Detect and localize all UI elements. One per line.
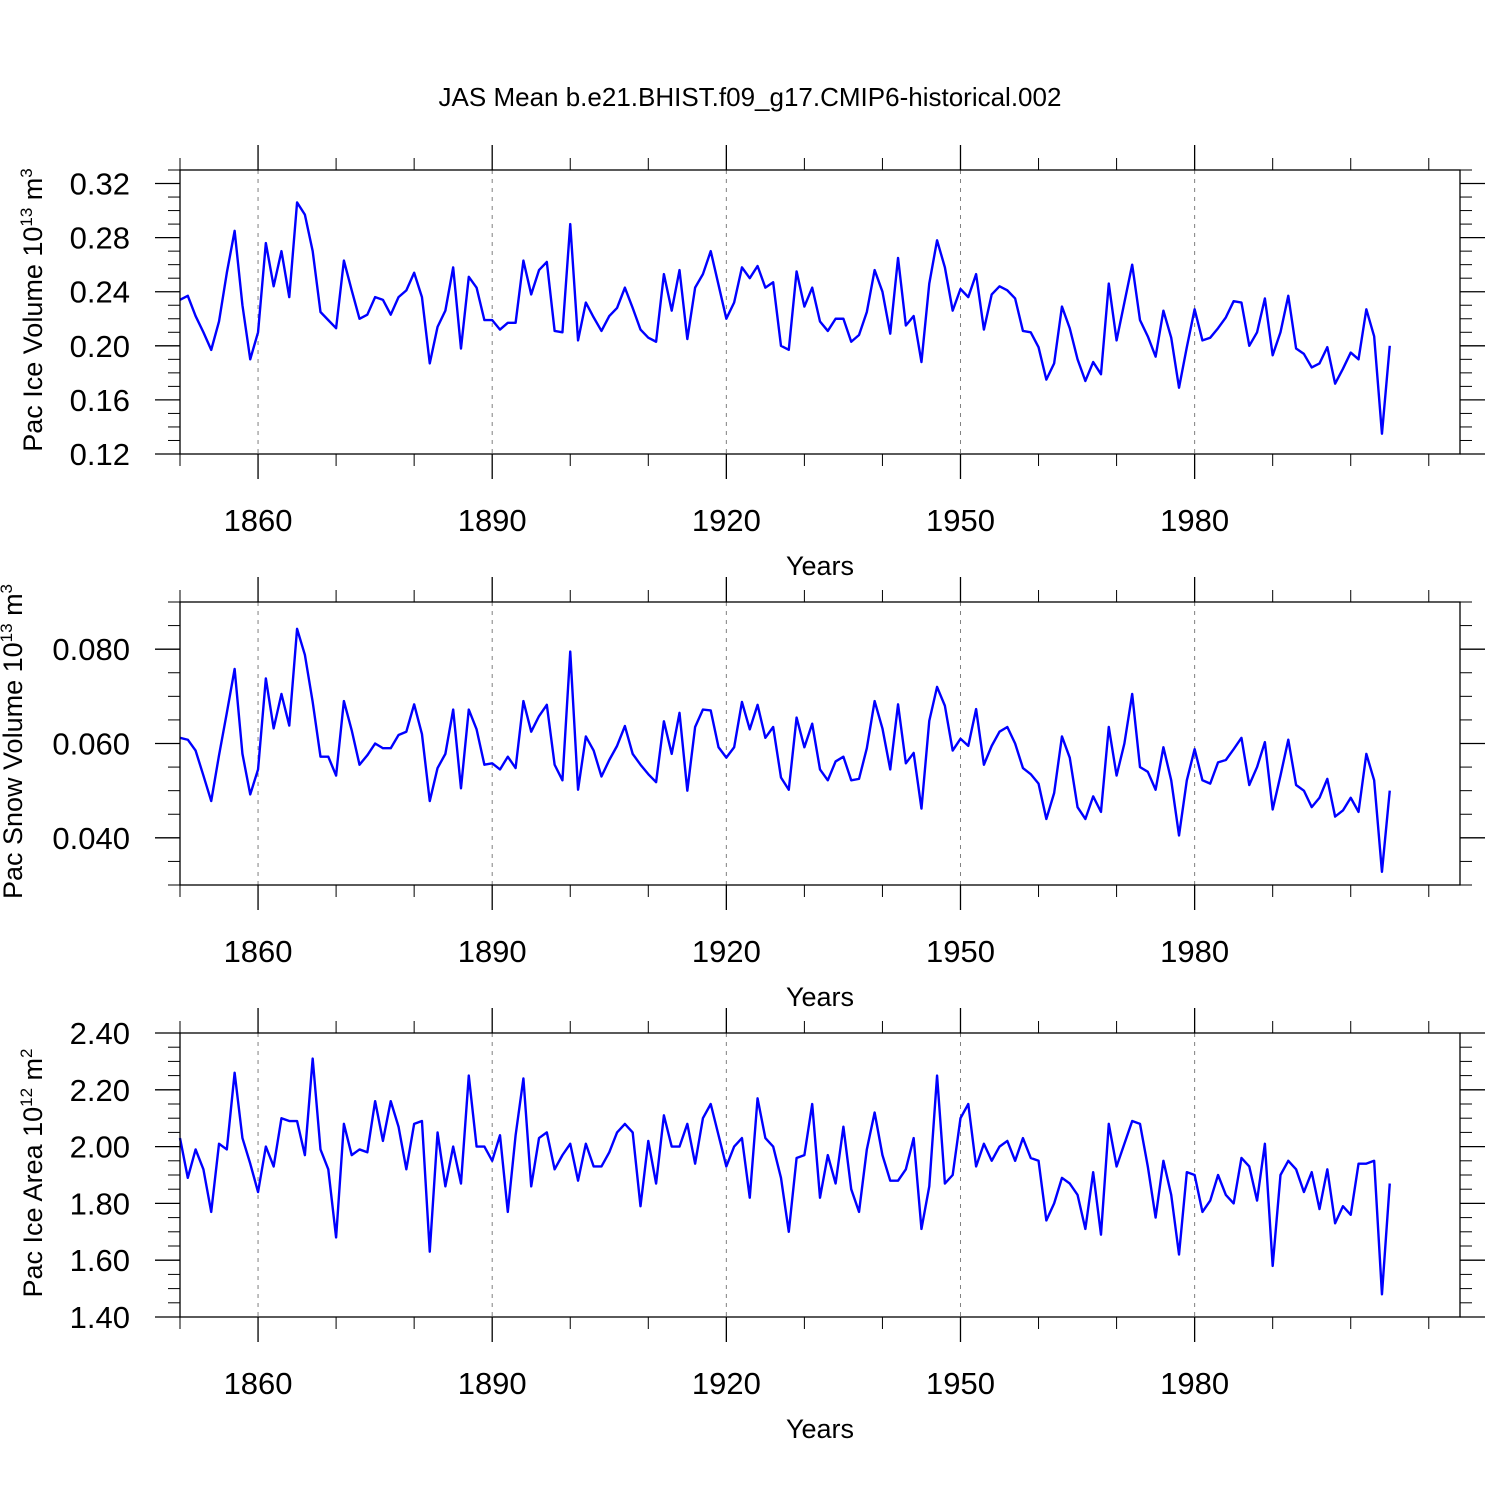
- x-tick-label: 1950: [926, 503, 995, 538]
- major-ticks: [155, 577, 1485, 910]
- y-axis-label-unit: m: [0, 593, 28, 623]
- major-ticks: [155, 1008, 1485, 1342]
- x-tick-label: 1920: [692, 503, 761, 538]
- plot-frame: [179, 1032, 1461, 1318]
- y-tick-labels: 0.040 0.060 0.080: [52, 632, 130, 856]
- y-axis-label-unit-exponent: 3: [17, 168, 36, 177]
- y-tick-label: 1.40: [70, 1300, 130, 1335]
- y-axis-label-unit: m: [18, 178, 48, 208]
- y-tick-label: 0.28: [70, 221, 130, 256]
- y-axis-label-exponent: 12: [17, 1088, 36, 1107]
- y-tick-label: 0.12: [70, 437, 130, 472]
- series-line: [178, 1057, 1391, 1296]
- y-axis-label: Pac Ice Volume 1013 m3: [17, 168, 48, 452]
- y-tick-label: 0.20: [70, 329, 130, 364]
- y-tick-label: 0.32: [70, 167, 130, 202]
- grid: [257, 1033, 1196, 1317]
- plot-frame: [179, 601, 1461, 886]
- y-tick-label: 1.80: [70, 1186, 130, 1221]
- figure-title: JAS Mean b.e21.BHIST.f09_g17.CMIP6-histo…: [439, 82, 1062, 112]
- y-tick-labels: 0.12 0.16 0.20 0.24 0.28 0.32: [70, 167, 130, 472]
- panel-snow-volume: 0.040 0.060 0.080 1860 1890 1920 1950 1980 Yea…: [0, 577, 1485, 1012]
- minor-ticks: [168, 590, 1472, 897]
- y-axis-label-unit: m: [18, 1058, 48, 1088]
- x-tick-labels: 1860 1890 1920 1950 1980: [224, 934, 1230, 969]
- x-tick-label: 1890: [458, 934, 527, 969]
- y-axis-label-unit-exponent: 2: [17, 1048, 36, 1057]
- y-tick-label: 1.60: [70, 1243, 130, 1278]
- x-tick-labels: 1860 1890 1920 1950 1980: [224, 503, 1230, 538]
- y-axis-label-main: Pac Ice Volume 10: [18, 227, 48, 452]
- x-tick-label: 1920: [692, 1366, 761, 1401]
- y-tick-label: 0.16: [70, 383, 130, 418]
- panel-ice-volume: 0.12 0.16 0.20 0.24 0.28 0.32 1860 1890 1920 195…: [17, 145, 1485, 581]
- minor-ticks: [168, 158, 1472, 466]
- y-axis-label: Pac Snow Volume 1013 m3: [0, 584, 28, 899]
- y-tick-label: 0.24: [70, 275, 130, 310]
- y-axis-label: Pac Ice Area 1012 m2: [17, 1048, 48, 1297]
- y-tick-label: 0.060: [52, 727, 130, 762]
- y-tick-label: 2.20: [70, 1073, 130, 1108]
- x-axis-label: Years: [786, 551, 854, 581]
- x-tick-label: 1920: [692, 934, 761, 969]
- series-line: [179, 201, 1391, 435]
- minor-ticks: [168, 1021, 1472, 1329]
- grid: [257, 602, 1196, 885]
- y-tick-label: 2.00: [70, 1130, 130, 1165]
- plot-frame: [179, 169, 1461, 455]
- y-tick-label: 0.080: [52, 632, 130, 667]
- grid: [257, 170, 1196, 454]
- x-tick-label: 1860: [224, 503, 293, 538]
- y-axis-label-main: Pac Snow Volume 10: [0, 642, 28, 899]
- y-tick-label: 0.040: [52, 821, 130, 856]
- panel-ice-area: 1.40 1.60 1.80 2.00 2.20 2.40 1860 1890 1920 195…: [17, 1008, 1485, 1444]
- x-tick-label: 1980: [1160, 1366, 1229, 1401]
- x-axis-label: Years: [786, 982, 854, 1012]
- x-tick-label: 1890: [458, 1366, 527, 1401]
- y-axis-label-exponent: 13: [0, 623, 16, 642]
- x-tick-label: 1860: [224, 1366, 293, 1401]
- x-tick-label: 1980: [1160, 503, 1229, 538]
- y-axis-label-exponent: 13: [17, 208, 36, 227]
- x-tick-label: 1980: [1160, 934, 1229, 969]
- x-tick-labels: 1860 1890 1920 1950 1980: [224, 1366, 1230, 1401]
- major-ticks: [155, 145, 1485, 479]
- y-axis-label-main: Pac Ice Area 10: [18, 1107, 48, 1298]
- x-tick-label: 1950: [926, 934, 995, 969]
- x-axis-label: Years: [786, 1414, 854, 1444]
- x-tick-label: 1860: [224, 934, 293, 969]
- series-line: [179, 627, 1391, 873]
- series-lines: [179, 627, 1391, 873]
- y-axis-label-unit-exponent: 3: [0, 584, 16, 593]
- y-tick-labels: 1.40 1.60 1.80 2.00 2.20 2.40: [70, 1016, 130, 1335]
- series-lines: [179, 201, 1391, 435]
- x-tick-label: 1890: [458, 503, 527, 538]
- series-lines: [178, 1057, 1391, 1296]
- x-tick-label: 1950: [926, 1366, 995, 1401]
- y-tick-label: 2.40: [70, 1016, 130, 1051]
